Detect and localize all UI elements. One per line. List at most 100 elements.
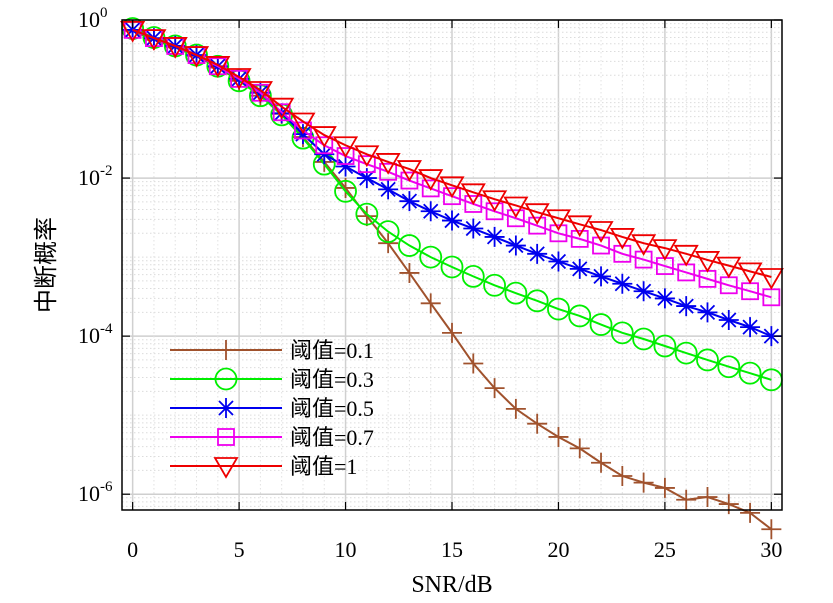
axis-ticks: 0 5 10 15 20 25 30 100 10-2 10-4 10-6 [78,5,782,562]
data-point [378,233,399,254]
data-point [334,179,357,203]
x-tick-label: 15 [441,537,463,562]
series-area [120,17,784,540]
data-point [631,234,657,256]
data-point [290,112,316,135]
legend-item: 阈值=0.1 [170,338,374,363]
data-point [355,202,379,226]
data-point [314,144,335,165]
data-point [592,236,610,255]
data-point [738,361,762,385]
data-point [356,168,377,189]
data-point [463,218,484,239]
data-point [548,426,569,447]
legend-label: 阈值=0.1 [290,338,374,363]
data-point [379,162,398,181]
data-point [717,355,741,379]
data-point [122,19,143,40]
data-point [654,288,675,309]
data-point [396,160,422,182]
data-point [464,195,483,213]
data-point [439,176,465,199]
data-point [569,258,590,279]
data-point [737,262,763,285]
data-point [357,155,376,174]
data-point [485,202,504,221]
x-tick-label: 30 [760,537,782,562]
data-point [612,273,633,294]
data-point [315,136,334,155]
legend-label: 阈值=0.3 [290,367,374,392]
legend-item: 阈值=0.3 [170,367,374,392]
data-point [418,169,444,191]
data-point [420,293,441,314]
data-point [354,145,380,168]
data-point [697,302,718,323]
data-point [545,209,572,232]
data-point [718,309,739,330]
data-point [463,353,484,374]
data-point [419,245,443,269]
data-point [528,216,547,235]
data-point [588,221,614,243]
y-tick-label: 10-2 [78,163,113,190]
data-point [610,321,634,345]
data-point [398,234,421,257]
data-point [697,487,718,508]
data-point [609,228,635,250]
data-point [634,250,653,269]
data-point [758,268,784,290]
data-point [205,56,231,78]
data-point [569,438,590,459]
data-point [443,187,461,206]
data-point [162,37,188,59]
data-point [633,472,654,493]
data-point [654,477,675,498]
data-point [548,251,569,272]
data-point [696,348,719,372]
data-point [141,29,167,51]
data-point [674,341,698,365]
data-point [335,156,356,177]
data-point [484,226,505,247]
y-axis-label: 中断概率 [33,217,60,313]
data-point [311,126,337,148]
data-point [400,171,419,190]
data-point [420,201,441,222]
data-point [740,317,761,338]
data-point [718,494,739,515]
legend-marker [217,428,235,446]
legend-label: 阈值=0.5 [290,396,374,421]
data-point [632,327,656,351]
data-point [461,264,485,288]
data-point [504,281,528,305]
y-tick-label: 100 [78,5,108,32]
data-point [612,465,633,486]
data-point [653,334,677,358]
data-point [421,179,440,198]
data-point [570,229,589,248]
data-point [332,136,359,159]
data-point [482,190,508,213]
data-point [505,235,526,256]
data-point [524,203,550,225]
legend-marker [216,340,236,360]
legend-label: 阈值=0.7 [290,425,374,450]
legend-item: 阈值=1 [170,454,357,479]
data-point [503,196,529,219]
data-point [399,262,420,283]
data-point [673,244,699,267]
data-point [633,281,654,302]
data-point [505,398,526,419]
legend-marker [214,367,238,391]
data-point [547,297,570,321]
legend-item: 阈值=0.7 [170,425,374,450]
data-point [269,97,295,120]
data-point [525,289,549,313]
y-tick-label: 10-6 [78,479,113,506]
data-point [740,502,761,523]
legend-label: 阈值=1 [290,454,357,479]
data-point [440,255,464,279]
data-point [761,519,782,540]
